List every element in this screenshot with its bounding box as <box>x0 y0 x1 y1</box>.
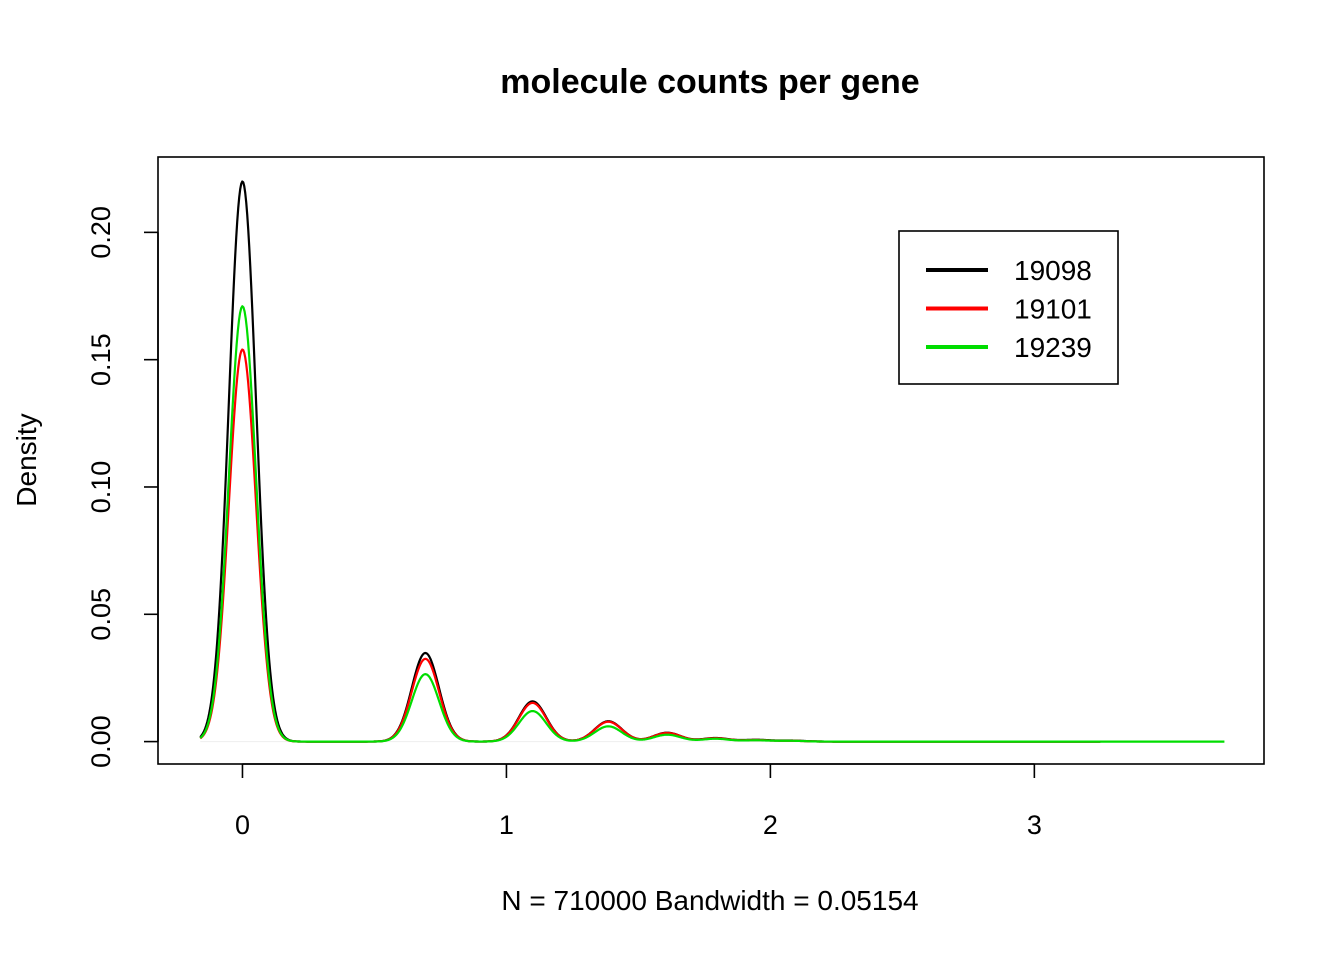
legend: 19098 19101 19239 <box>898 230 1119 385</box>
x-tick-label: 1 <box>499 810 514 840</box>
series-layer <box>199 180 1225 743</box>
y-axis-label: Density <box>11 413 42 506</box>
x-axis-label: N = 710000 Bandwidth = 0.05154 <box>501 885 918 916</box>
legend-label-19239: 19239 <box>1014 332 1092 363</box>
x-tick-label: 3 <box>1027 810 1042 840</box>
y-tick-label: 0.05 <box>86 588 116 641</box>
legend-label-19101: 19101 <box>1014 294 1092 325</box>
y-tick-label: 0.00 <box>86 715 116 768</box>
series-line-19101 <box>199 348 1101 743</box>
series-line-19239 <box>199 305 1225 743</box>
chart-title: molecule counts per gene <box>500 63 919 101</box>
y-tick-label: 0.20 <box>86 206 116 259</box>
x-tick-label: 2 <box>763 810 778 840</box>
x-axis: 0 1 2 3 <box>235 763 1042 840</box>
y-axis: 0.00 0.05 0.10 0.15 0.20 <box>86 206 159 768</box>
y-tick-label: 0.10 <box>86 461 116 514</box>
legend-label-19098: 19098 <box>1014 255 1092 286</box>
x-tick-label: 0 <box>235 810 250 840</box>
y-tick-label: 0.15 <box>86 333 116 386</box>
